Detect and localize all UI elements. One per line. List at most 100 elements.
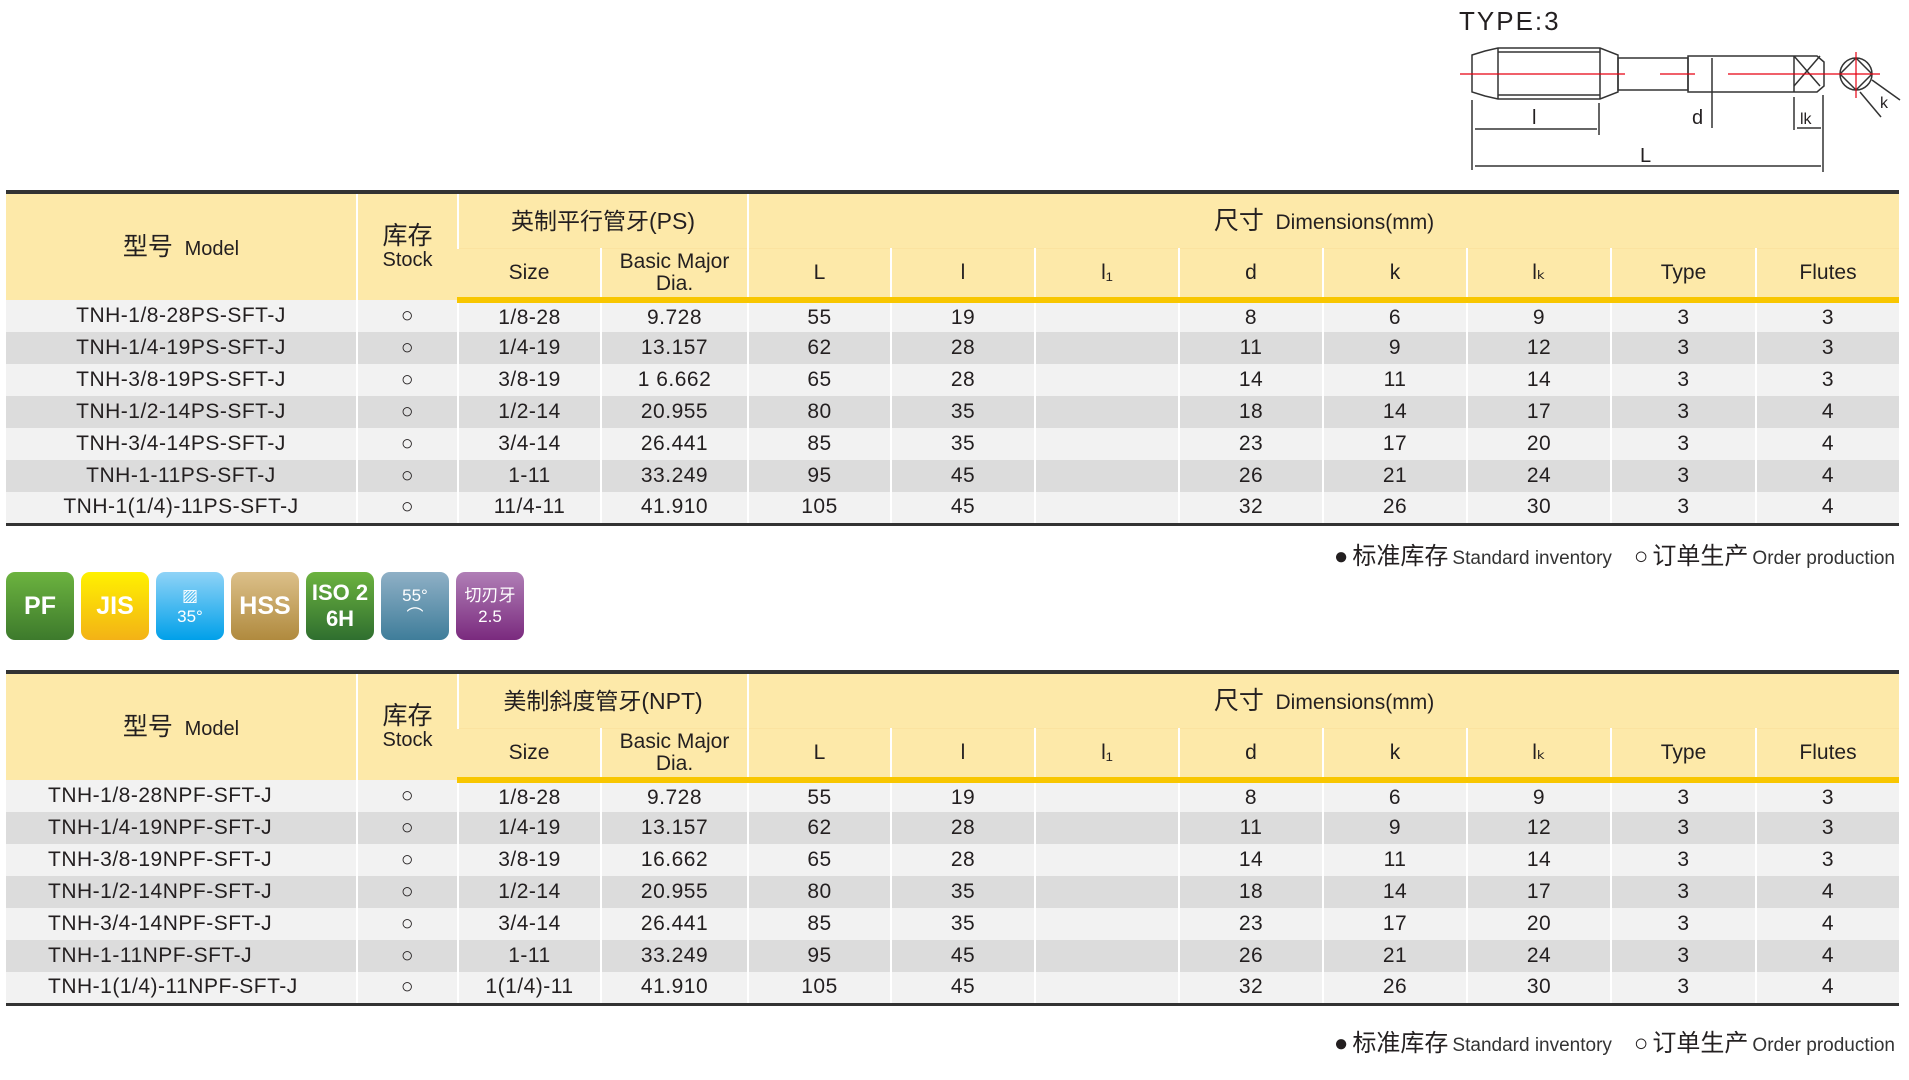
cell: 1/2-14 — [457, 396, 601, 428]
cell: 26 — [1178, 460, 1323, 492]
type-label: TYPE:3 — [1459, 6, 1561, 36]
cell: 9 — [1322, 812, 1468, 844]
badge-hss-icon: HSS — [231, 572, 299, 640]
cell: 85 — [747, 428, 891, 460]
cell: TNH-1(1/4)-11NPF-SFT-J — [6, 972, 357, 1004]
cell: 14 — [1466, 844, 1612, 876]
cell: 4 — [1755, 908, 1900, 940]
cell: ○ — [356, 300, 458, 332]
badge-helix-35-icon: ▨ 35° — [156, 572, 224, 640]
legend-1: ● 标准库存 Standard inventory ○ 订单生产 Order produc… — [1334, 536, 1895, 571]
cell: 17 — [1466, 876, 1612, 908]
cell: 17 — [1322, 428, 1467, 460]
cell: ○ — [356, 972, 458, 1004]
cell: 13.157 — [599, 812, 749, 844]
badge-text: ▨ — [181, 586, 199, 605]
table-row: TNH-1/2-14PS-SFT-J ○ 1/2-14 20.955 80 35 18 14 1… — [6, 396, 1899, 428]
badge-text: ⌒ — [406, 607, 424, 626]
cell: 20.955 — [600, 396, 748, 428]
ord-en: Order production — [1752, 548, 1895, 569]
table-row: TNH-1(1/4)-11NPF-SFT-J ○ 1(1/4)-11 41.910 10… — [6, 972, 1900, 1004]
cell: 8 — [1178, 780, 1324, 812]
header-col: Type — [1610, 247, 1756, 303]
cell: 95 — [747, 940, 892, 972]
cell — [1034, 300, 1179, 332]
cell: 14 — [1322, 396, 1467, 428]
cell: 26 — [1322, 972, 1468, 1004]
cell: 13.157 — [600, 332, 748, 364]
cell: 12 — [1466, 812, 1612, 844]
badge-text: 35° — [177, 607, 203, 626]
badge-text: 切刃牙 — [464, 586, 516, 605]
cell: 30 — [1466, 972, 1612, 1004]
cell: 3 — [1755, 332, 1899, 364]
tap-diagram: l d lk L k — [1460, 47, 1901, 172]
ord-en: Order production — [1752, 1035, 1895, 1056]
filled-circle-icon: ● — [1333, 1030, 1349, 1057]
cell: ○ — [356, 396, 458, 428]
cell — [1034, 428, 1179, 460]
cell: 45 — [890, 940, 1036, 972]
header-col: lₖ — [1466, 727, 1612, 783]
header-stock: 库存 Stock — [356, 672, 458, 780]
badge-text: 2.5 — [478, 607, 502, 626]
header-dia: Basic Major Dia. — [599, 727, 749, 783]
header-thread: 美制斜度管牙(NPT) — [456, 672, 749, 728]
header-col: d — [1178, 727, 1324, 783]
cell: 62 — [747, 812, 892, 844]
ord-cn: 订单生产 — [1652, 543, 1749, 570]
label-l: l — [1532, 107, 1536, 129]
label-d: d — [1692, 107, 1703, 129]
cell: 12 — [1466, 332, 1611, 364]
cell — [1034, 876, 1180, 908]
cell: 32 — [1178, 972, 1324, 1004]
cell: 24 — [1466, 460, 1611, 492]
cell: 19 — [890, 300, 1035, 332]
cell: 19 — [890, 780, 1036, 812]
header-col: Type — [1610, 727, 1757, 783]
badge-pf-icon: PF — [6, 572, 74, 640]
cell: 6 — [1322, 780, 1468, 812]
cell: 3/4-14 — [457, 428, 601, 460]
cell: 9 — [1466, 780, 1612, 812]
table-row: TNH-3/4-14NPF-SFT-J ○ 3/4-14 26.441 85 35 23 17… — [6, 908, 1900, 940]
cell: 17 — [1322, 908, 1468, 940]
cell: 16.662 — [599, 844, 749, 876]
cell: TNH-3/4-14PS-SFT-J — [6, 428, 357, 460]
cell: 1/2-14 — [457, 876, 601, 908]
std-en: Standard inventory — [1452, 1035, 1612, 1056]
table-row: TNH-1(1/4)-11PS-SFT-J ○ 11/4-11 41.910 105 45… — [6, 492, 1899, 524]
cell: 65 — [747, 844, 892, 876]
cell: TNH-3/8-19PS-SFT-J — [6, 364, 357, 396]
cell: TNH-3/8-19NPF-SFT-J — [6, 844, 357, 876]
cell: 11 — [1322, 844, 1468, 876]
cell: 80 — [747, 876, 892, 908]
cell: 1/8-28 — [457, 780, 601, 812]
cell — [1034, 844, 1180, 876]
header-model: 型号 Model — [6, 672, 357, 780]
cell: 80 — [747, 396, 891, 428]
header-stock: 库存 Stock — [356, 192, 458, 300]
cell: 21 — [1322, 940, 1468, 972]
cell: 26.441 — [600, 428, 748, 460]
ord-cn: 订单生产 — [1652, 1030, 1749, 1057]
cell: 3 — [1610, 972, 1757, 1004]
cell: 18 — [1178, 396, 1323, 428]
cell: 3/4-14 — [457, 908, 601, 940]
cell: TNH-1-11NPF-SFT-J — [6, 940, 357, 972]
cell: ○ — [356, 332, 458, 364]
table-row: TNH-3/8-19PS-SFT-J ○ 3/8-19 1 6.662 65 28 14 11… — [6, 364, 1899, 396]
cell: 1 6.662 — [600, 364, 748, 396]
ps-spec-table: 型号 Model 库存 Stock 英制平行管牙(PS) 尺寸 Dimensions(m… — [6, 190, 1899, 526]
cell: 14 — [1178, 844, 1324, 876]
header-col: l₁ — [1034, 727, 1180, 783]
cell: 26 — [1178, 940, 1324, 972]
cell — [1034, 396, 1179, 428]
cell: 14 — [1178, 364, 1323, 396]
cell — [1034, 908, 1180, 940]
badge-text: ISO 2 — [311, 580, 369, 605]
cell: 55 — [747, 300, 891, 332]
cell: 1/4-19 — [457, 812, 601, 844]
cell: 8 — [1178, 300, 1323, 332]
cell: 4 — [1755, 492, 1899, 524]
